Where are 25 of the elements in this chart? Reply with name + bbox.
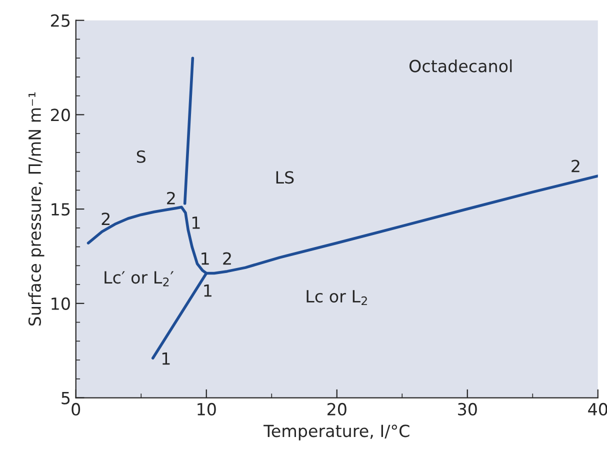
- annotation: S: [136, 150, 146, 163]
- annotation: 2: [572, 160, 580, 172]
- annotation: Lc or L$_{2}$: [306, 290, 367, 306]
- x-tick-label: 30: [458, 402, 477, 416]
- x-axis-title: Temperature, I/°C: [264, 424, 410, 440]
- annotation: 2: [223, 252, 231, 265]
- annotation: 1: [162, 352, 170, 365]
- x-tick-label: 10: [198, 402, 216, 416]
- annotation: 1: [192, 216, 200, 229]
- y-tick-label: 25: [51, 14, 70, 27]
- x-tick-label: 0: [72, 402, 80, 416]
- annotation: 1: [202, 252, 209, 265]
- y-tick-label: 15: [52, 203, 70, 216]
- y-axis-title: Surface pressure, Π/mN m⁻¹: [28, 92, 44, 326]
- annotation: 1: [204, 284, 212, 297]
- annotation: 2: [167, 192, 175, 204]
- y-tick-label: 10: [52, 297, 70, 310]
- x-tick-label: 40: [588, 402, 607, 416]
- y-tick-label: 20: [51, 108, 70, 122]
- annotation: Lc′ or L$_{2}$′: [104, 271, 174, 286]
- y-tick-label: 5: [62, 392, 70, 404]
- annotation: Octadecanol: [409, 59, 512, 72]
- annotation: 2: [102, 212, 110, 225]
- x-tick-label: 20: [328, 402, 346, 416]
- annotation: LS: [276, 171, 294, 184]
